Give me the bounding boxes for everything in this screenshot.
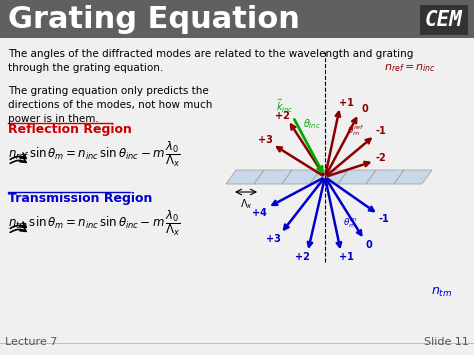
- Polygon shape: [282, 170, 320, 184]
- Polygon shape: [338, 170, 376, 184]
- Polygon shape: [226, 170, 264, 184]
- Text: $n_{tm}$: $n_{tm}$: [431, 286, 453, 299]
- Text: +1: +1: [338, 252, 354, 262]
- Text: $\Lambda_x$: $\Lambda_x$: [239, 197, 253, 211]
- Text: +4: +4: [252, 208, 267, 218]
- Text: +2: +2: [274, 111, 290, 121]
- Text: $\theta_m^m$: $\theta_m^m$: [343, 216, 357, 229]
- Text: +3: +3: [258, 135, 273, 145]
- Text: -2: -2: [375, 153, 386, 163]
- Polygon shape: [254, 170, 292, 184]
- Bar: [0, 0, 474, 38]
- Text: $\theta_{inc}$: $\theta_{inc}$: [303, 117, 321, 131]
- Polygon shape: [310, 170, 348, 184]
- Text: $n_{tm}\,\sin\theta_m = n_{inc}\,\sin\theta_{inc} - m\,\dfrac{\lambda_0}{\Lambda: $n_{tm}\,\sin\theta_m = n_{inc}\,\sin\th…: [8, 208, 181, 238]
- Text: 0: 0: [366, 240, 373, 250]
- Text: $n_{ref} = n_{inc}$: $n_{ref} = n_{inc}$: [384, 62, 436, 74]
- Text: 0: 0: [362, 104, 368, 114]
- Text: CEM: CEM: [425, 10, 463, 30]
- Bar: [420, 5, 468, 35]
- Text: Slide 11: Slide 11: [424, 337, 469, 347]
- Text: The grating equation only predicts the
directions of the modes, not how much
pow: The grating equation only predicts the d…: [8, 86, 212, 124]
- Text: +1: +1: [338, 98, 354, 108]
- Text: $\vec{k}_{inc}$: $\vec{k}_{inc}$: [276, 98, 294, 115]
- Text: $n_{ref}\,\sin\theta_m = n_{inc}\,\sin\theta_{inc} - m\,\dfrac{\lambda_0}{\Lambd: $n_{ref}\,\sin\theta_m = n_{inc}\,\sin\t…: [8, 139, 181, 169]
- Text: Grating Equation: Grating Equation: [8, 5, 300, 33]
- Polygon shape: [394, 170, 432, 184]
- Text: Lecture 7: Lecture 7: [5, 337, 57, 347]
- Text: Transmission Region: Transmission Region: [8, 192, 152, 205]
- Text: -1: -1: [379, 214, 390, 224]
- Text: $\theta_m^{ref}$: $\theta_m^{ref}$: [347, 122, 365, 137]
- Polygon shape: [366, 170, 404, 184]
- Text: -1: -1: [375, 126, 386, 136]
- Text: +3: +3: [266, 234, 281, 244]
- Text: The angles of the diffracted modes are related to the wavelength and grating
thr: The angles of the diffracted modes are r…: [8, 49, 413, 73]
- Text: Reflection Region: Reflection Region: [8, 123, 132, 136]
- Text: +2: +2: [295, 252, 310, 262]
